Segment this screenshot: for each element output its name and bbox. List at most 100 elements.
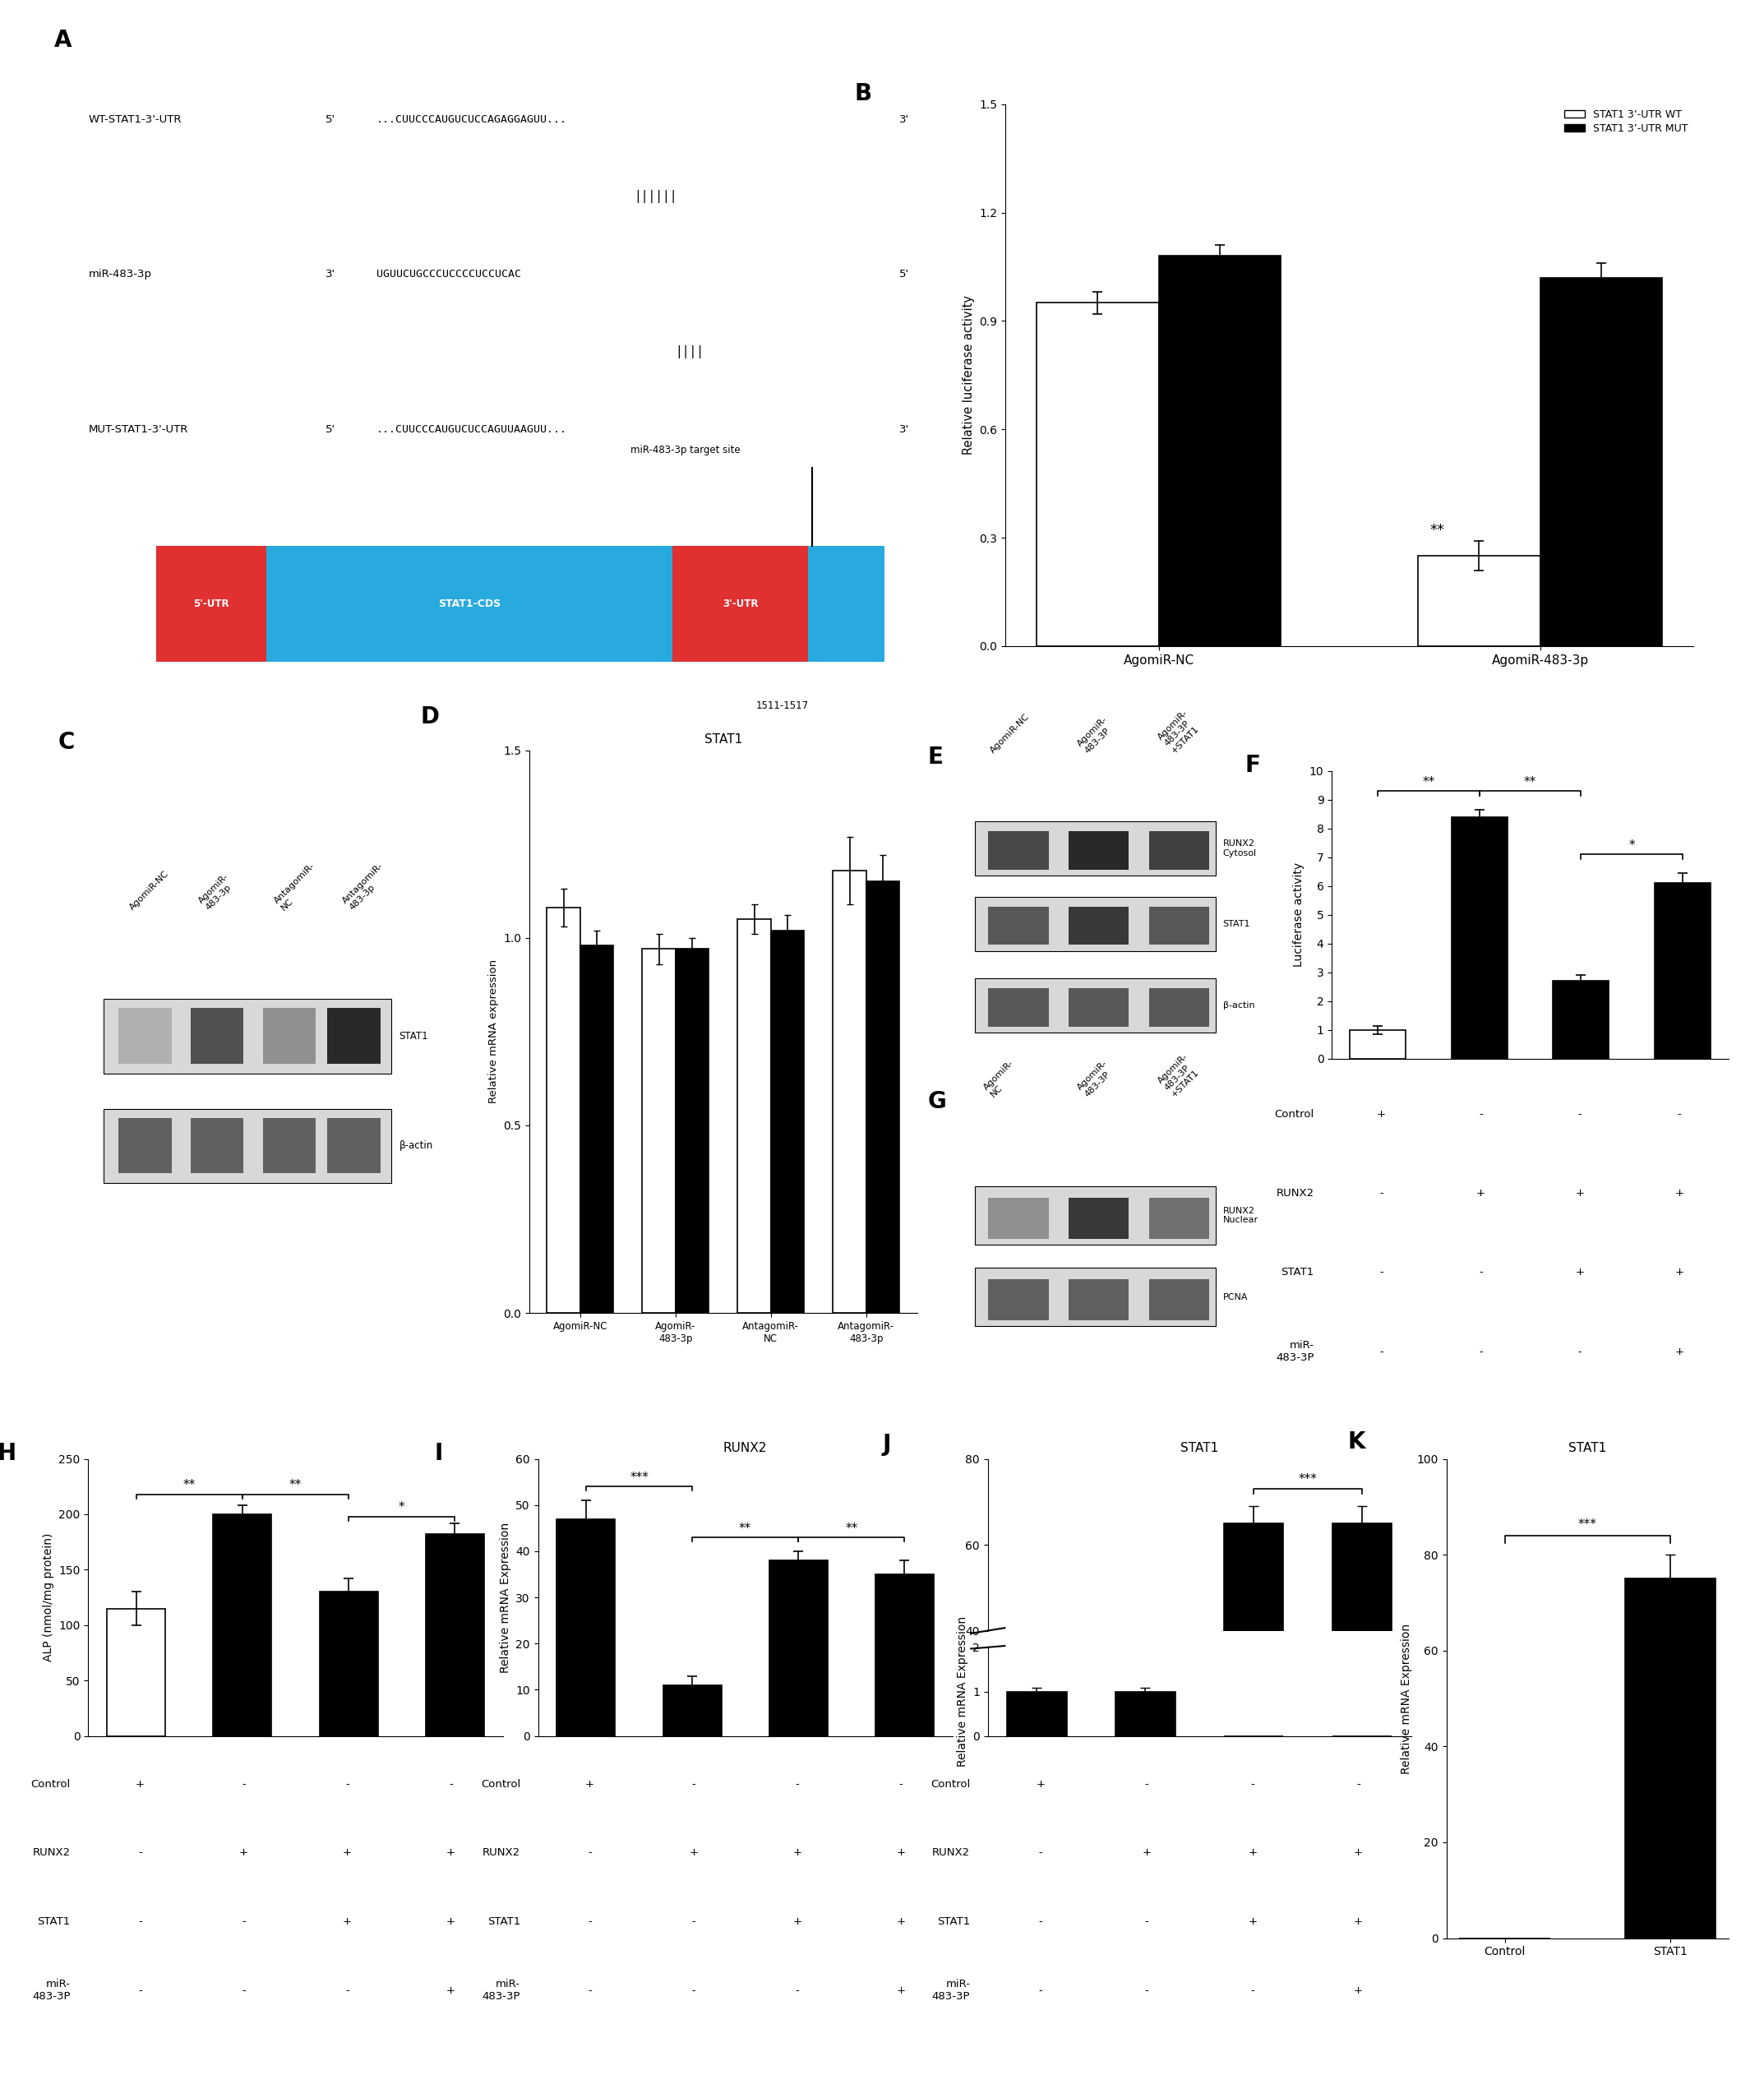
FancyBboxPatch shape (326, 1009, 381, 1063)
FancyBboxPatch shape (1069, 988, 1129, 1027)
Text: ...CUUCCCAUGUCUCCAGAGGAGUU...: ...CUUCCCAUGUCUCCAGAGGAGUU... (376, 115, 566, 125)
Bar (1418, 556, 1540, 646)
Bar (771, 929, 804, 1313)
Text: -: - (1678, 1109, 1681, 1119)
Text: **: ** (289, 1480, 302, 1492)
Text: RUNX2: RUNX2 (933, 1849, 970, 1859)
Text: -: - (1039, 1917, 1043, 1928)
Bar (547, 909, 580, 1313)
Text: 5'-UTR: 5'-UTR (192, 598, 229, 609)
Text: Control: Control (32, 1780, 71, 1790)
Text: MUT-STAT1-3'-UTR: MUT-STAT1-3'-UTR (88, 423, 189, 436)
Text: **: ** (1431, 523, 1445, 538)
Text: -: - (691, 1780, 695, 1790)
Text: +: + (792, 1849, 801, 1859)
FancyBboxPatch shape (118, 1009, 171, 1063)
FancyBboxPatch shape (1148, 1198, 1210, 1238)
Text: +: + (896, 1849, 905, 1859)
Y-axis label: Relative luciferase activity: Relative luciferase activity (963, 296, 975, 454)
Text: E: E (928, 746, 944, 769)
Text: -: - (1145, 1917, 1148, 1928)
Text: 5': 5' (325, 423, 335, 436)
Text: -: - (796, 1986, 799, 1996)
Text: +: + (792, 1917, 801, 1928)
Text: Control: Control (931, 1780, 970, 1790)
Bar (1625, 1580, 1716, 1938)
Text: -: - (242, 1986, 245, 1996)
Bar (642, 948, 676, 1313)
Text: -: - (1145, 1986, 1148, 1996)
Text: PCNA: PCNA (1222, 1292, 1247, 1300)
Bar (875, 1573, 933, 1736)
Text: 3': 3' (900, 115, 910, 125)
Text: ***: *** (1298, 1473, 1318, 1486)
Bar (1007, 1692, 1067, 1736)
Y-axis label: Relative mRNA Expression: Relative mRNA Expression (1401, 1623, 1413, 1773)
Text: STAT1: STAT1 (937, 1917, 970, 1928)
Text: **: ** (1524, 775, 1536, 788)
Text: AgomiR-
NC: AgomiR- NC (983, 1059, 1021, 1098)
Text: +: + (446, 1849, 455, 1859)
Text: **: ** (739, 1521, 751, 1534)
Text: ||||||: |||||| (635, 190, 677, 204)
Bar (1540, 277, 1662, 646)
Text: -: - (1379, 1267, 1383, 1277)
Text: -: - (796, 1780, 799, 1790)
Text: H: H (0, 1442, 16, 1465)
Text: +: + (446, 1917, 455, 1928)
Bar (1655, 884, 1711, 1059)
Text: -: - (1579, 1346, 1582, 1357)
FancyBboxPatch shape (104, 1109, 392, 1184)
FancyBboxPatch shape (118, 1117, 171, 1173)
FancyBboxPatch shape (988, 988, 1048, 1027)
Text: +: + (1035, 1780, 1046, 1790)
Text: +: + (1353, 1986, 1364, 1996)
Text: AgomiR-
483-3P: AgomiR- 483-3P (1076, 1059, 1117, 1098)
Text: AgomiR-NC: AgomiR-NC (990, 713, 1032, 754)
Text: -: - (587, 1849, 591, 1859)
Text: -: - (1145, 1780, 1148, 1790)
FancyBboxPatch shape (1148, 988, 1210, 1027)
FancyBboxPatch shape (975, 1186, 1215, 1244)
Text: -: - (346, 1780, 349, 1790)
Text: RUNX2
Nuclear: RUNX2 Nuclear (1222, 1207, 1258, 1223)
Bar (425, 1534, 483, 1736)
FancyBboxPatch shape (326, 1117, 381, 1173)
Y-axis label: Relative mRNA Expression: Relative mRNA Expression (499, 1521, 512, 1673)
Bar (1159, 256, 1281, 646)
Text: -: - (1039, 1849, 1043, 1859)
Text: +: + (136, 1780, 145, 1790)
FancyBboxPatch shape (191, 1117, 243, 1173)
Text: RUNX2
Cytosol: RUNX2 Cytosol (1222, 840, 1256, 857)
Text: STAT1: STAT1 (37, 1917, 71, 1928)
Bar (1224, 1523, 1284, 1803)
Text: miR-483-3p: miR-483-3p (88, 269, 152, 279)
Bar (769, 1561, 827, 1736)
Bar (108, 1609, 166, 1736)
FancyBboxPatch shape (263, 1009, 316, 1063)
Text: miR-483-3p target site: miR-483-3p target site (630, 444, 739, 454)
Text: +: + (1476, 1188, 1485, 1198)
Text: -: - (1379, 1188, 1383, 1198)
Bar (1452, 817, 1508, 1059)
Text: -: - (1039, 1986, 1043, 1996)
Text: WT-STAT1-3'-UTR: WT-STAT1-3'-UTR (88, 115, 182, 125)
FancyBboxPatch shape (263, 1117, 316, 1173)
Title: RUNX2: RUNX2 (723, 1442, 767, 1455)
Text: A: A (55, 29, 72, 52)
Bar (833, 871, 866, 1313)
Text: -: - (1478, 1267, 1482, 1277)
Text: ...CUUCCCAUGUCUCCAGUUAAGUU...: ...CUUCCCAUGUCUCCAGUUAAGUU... (376, 423, 566, 436)
Text: +: + (1674, 1188, 1683, 1198)
Title: STAT1: STAT1 (704, 734, 743, 746)
FancyBboxPatch shape (975, 821, 1215, 875)
Text: AgomiR-
483-3P
+STAT1: AgomiR- 483-3P +STAT1 (1157, 1052, 1203, 1098)
Text: +: + (1353, 1917, 1364, 1928)
Text: 3': 3' (900, 423, 910, 436)
FancyBboxPatch shape (1069, 832, 1129, 869)
Text: STAT1: STAT1 (487, 1917, 520, 1928)
Bar (213, 1515, 272, 1736)
Text: +: + (1247, 1849, 1258, 1859)
FancyBboxPatch shape (1148, 1280, 1210, 1321)
Bar (580, 946, 614, 1313)
